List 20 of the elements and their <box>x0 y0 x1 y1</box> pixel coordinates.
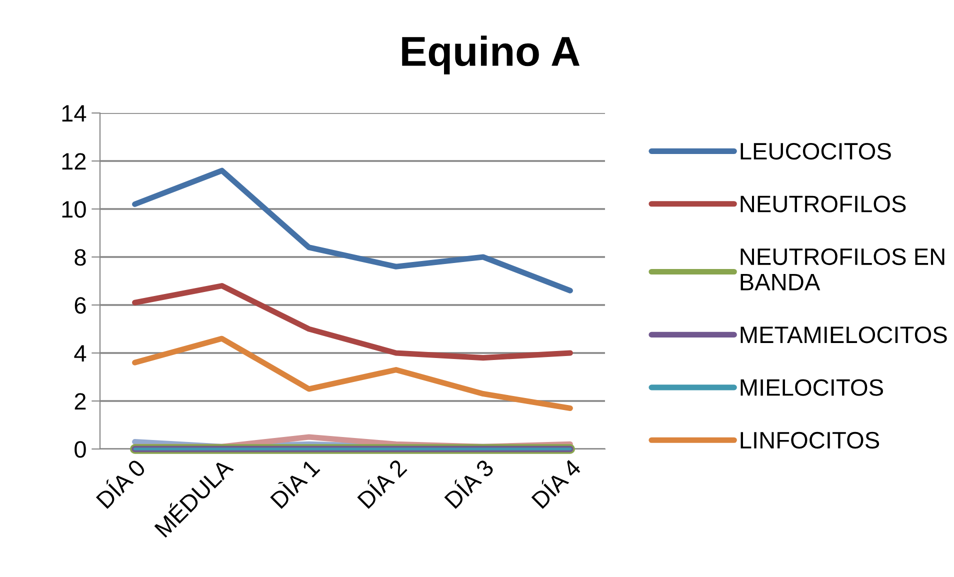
legend-label: MIELOCITOS <box>740 379 883 396</box>
legend-label: NEUTROFILOS <box>740 196 906 212</box>
x-tick-label: DÍA 3 <box>441 456 495 510</box>
y-tick-label: 2 <box>74 393 86 410</box>
x-tick-label: DÌA 1 <box>267 456 320 509</box>
x-tick-label: DÍA 4 <box>528 455 582 509</box>
chart-title: Equino A <box>402 36 580 74</box>
y-tick-label: 6 <box>74 297 86 314</box>
legend-label: LEUCOCITOS <box>740 142 891 160</box>
y-tick-label: 4 <box>74 345 86 362</box>
x-tick-label: DÍA 0 <box>92 456 146 510</box>
y-tick-label: 10 <box>62 201 86 218</box>
y-tick-label: 8 <box>74 249 86 266</box>
y-tick-label: 0 <box>74 441 86 458</box>
x-tick-label: DÍA 2 <box>354 456 408 509</box>
y-tick-label: 14 <box>62 105 86 122</box>
legend-label: METAMIELOCITOS <box>740 326 947 344</box>
legend-label: LINFOCITOS <box>740 432 880 449</box>
y-tick-label: 12 <box>62 153 86 170</box>
legend-label: NEUTROFILOS EN BANDA <box>740 248 944 290</box>
